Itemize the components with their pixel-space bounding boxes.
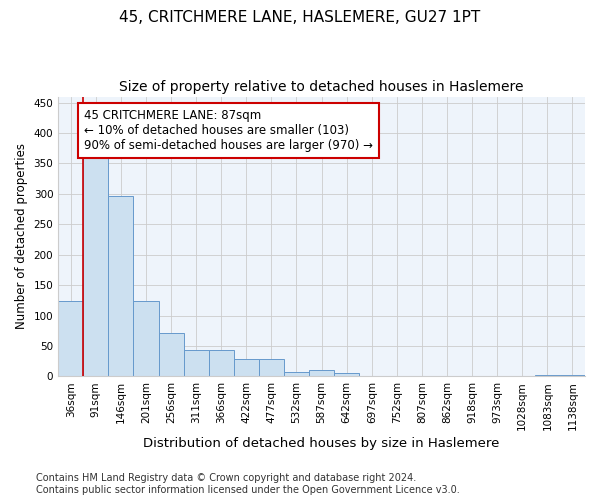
Bar: [83, 152, 109, 376]
Bar: [184, 350, 209, 376]
Bar: [158, 333, 184, 376]
Bar: [133, 301, 158, 376]
Bar: [309, 370, 334, 376]
Bar: [234, 360, 259, 376]
X-axis label: Distribution of detached houses by size in Haslemere: Distribution of detached houses by size …: [143, 437, 500, 450]
Bar: [109, 196, 133, 376]
Bar: [58, 301, 83, 376]
Text: 45, CRITCHMERE LANE, HASLEMERE, GU27 1PT: 45, CRITCHMERE LANE, HASLEMERE, GU27 1PT: [119, 10, 481, 25]
Y-axis label: Number of detached properties: Number of detached properties: [15, 144, 28, 330]
Bar: [334, 374, 359, 376]
Text: Contains HM Land Registry data © Crown copyright and database right 2024.
Contai: Contains HM Land Registry data © Crown c…: [36, 474, 460, 495]
Bar: [209, 350, 234, 376]
Bar: [284, 372, 309, 376]
Bar: [259, 360, 284, 376]
Title: Size of property relative to detached houses in Haslemere: Size of property relative to detached ho…: [119, 80, 524, 94]
Bar: [560, 375, 585, 376]
Text: 45 CRITCHMERE LANE: 87sqm
← 10% of detached houses are smaller (103)
90% of semi: 45 CRITCHMERE LANE: 87sqm ← 10% of detac…: [84, 108, 373, 152]
Bar: [535, 375, 560, 376]
